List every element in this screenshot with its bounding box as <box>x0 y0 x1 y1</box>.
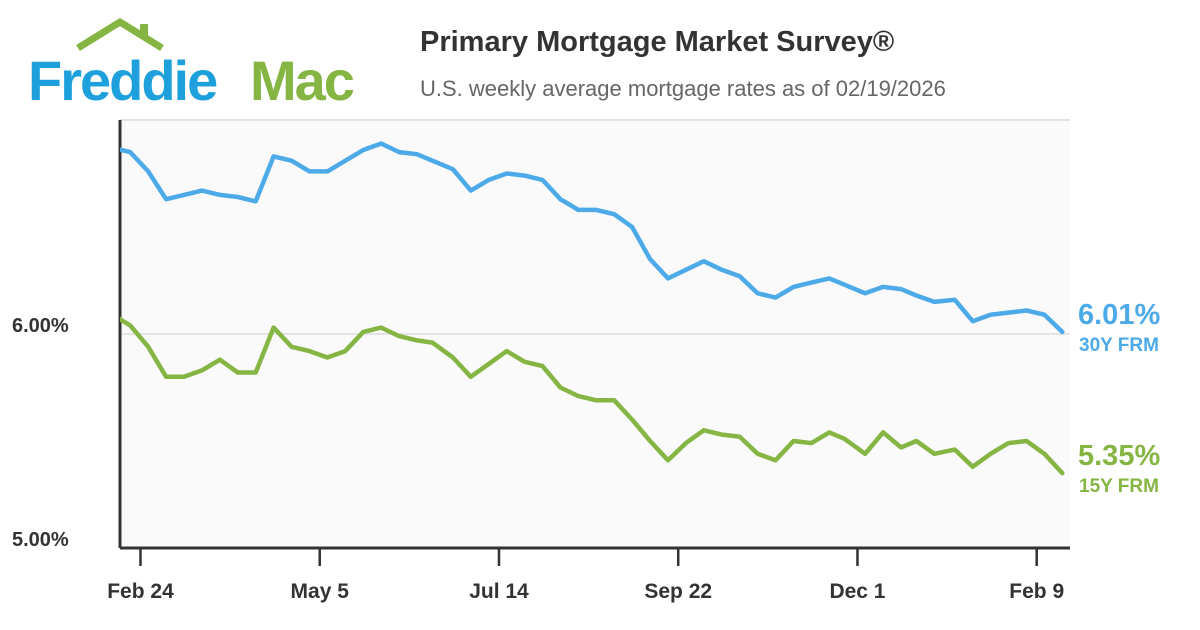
x-tick-label: May 5 <box>291 580 350 603</box>
series-line-15y-frm <box>120 316 1065 476</box>
series-value-label: 5.35% <box>1078 440 1160 472</box>
house-roof-icon <box>76 18 164 51</box>
chart-subtitle: U.S. weekly average mortgage rates as of… <box>420 76 946 101</box>
logo-text-mac: Mac <box>250 49 355 112</box>
chart-title: Primary Mortgage Market Survey® <box>420 26 895 58</box>
series-value-label: 6.01% <box>1078 299 1160 331</box>
x-tick-label: Sep 22 <box>644 580 712 603</box>
series-name-label: 30Y FRM <box>1079 335 1159 356</box>
freddie-mac-logo: Freddie Mac <box>28 18 388 112</box>
x-tick-label: Jul 14 <box>469 580 529 603</box>
series-name-label: 15Y FRM <box>1079 476 1159 497</box>
logo-text-freddie: Freddie <box>28 49 218 112</box>
x-tick-label: Dec 1 <box>829 580 885 603</box>
y-tick-label: 5.00% <box>12 529 69 551</box>
series-group <box>120 141 1065 476</box>
series-line-30y-frm <box>120 141 1065 335</box>
x-tick-label: Feb 9 <box>1009 580 1064 603</box>
y-tick-label: 6.00% <box>12 315 69 337</box>
x-tick-label: Feb 24 <box>107 580 174 603</box>
